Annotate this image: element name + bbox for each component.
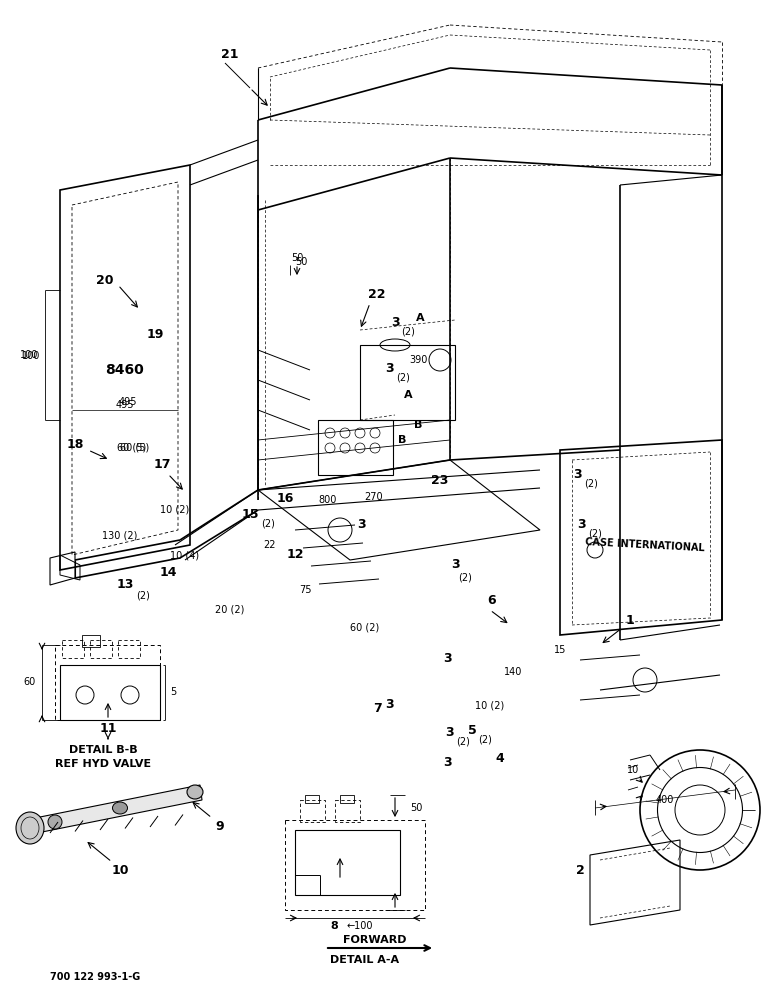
Text: 2: 2	[576, 863, 584, 876]
Text: 75: 75	[299, 585, 311, 595]
Text: CASE INTERNATIONAL: CASE INTERNATIONAL	[585, 537, 705, 553]
Text: 60 (2): 60 (2)	[350, 623, 380, 633]
Text: 6: 6	[488, 593, 496, 606]
Text: 3: 3	[444, 756, 452, 768]
Text: 20: 20	[96, 273, 113, 286]
Ellipse shape	[48, 815, 62, 829]
Text: 8: 8	[330, 921, 338, 931]
Text: 10 (4): 10 (4)	[171, 550, 200, 560]
Polygon shape	[25, 785, 202, 835]
Text: 19: 19	[147, 328, 164, 342]
Text: 1: 1	[625, 613, 635, 626]
Bar	[335, 800, 360, 822]
Text: 11: 11	[100, 722, 117, 734]
Text: 800: 800	[319, 495, 337, 505]
Bar	[118, 640, 140, 658]
Text: 270: 270	[364, 492, 384, 502]
Text: REF HYD VALVE: REF HYD VALVE	[55, 759, 151, 769]
Text: 100: 100	[19, 350, 38, 360]
Text: 12: 12	[286, 548, 303, 562]
Text: 21: 21	[222, 48, 239, 62]
Bar	[90, 640, 112, 658]
Text: (2): (2)	[588, 529, 602, 539]
Ellipse shape	[113, 802, 127, 814]
Text: (2): (2)	[401, 326, 415, 336]
Bar	[305, 795, 319, 803]
Text: FORWARD: FORWARD	[344, 935, 407, 945]
Bar	[62, 640, 84, 658]
Text: 3: 3	[451, 558, 459, 572]
Text: 60 (5): 60 (5)	[120, 443, 150, 453]
Text: 13: 13	[117, 578, 134, 591]
Text: DETAIL A-A: DETAIL A-A	[330, 955, 400, 965]
Text: 7: 7	[374, 702, 382, 714]
Text: (2): (2)	[584, 479, 598, 489]
Text: B: B	[398, 435, 406, 445]
Bar	[295, 830, 400, 895]
Text: 3: 3	[577, 518, 586, 532]
Text: 50: 50	[410, 803, 422, 813]
Text: 8460: 8460	[106, 363, 144, 377]
Text: 400: 400	[655, 795, 674, 805]
Text: (2): (2)	[396, 372, 410, 382]
Bar	[82, 635, 100, 647]
Bar	[340, 795, 354, 803]
Text: ←100: ←100	[347, 921, 373, 931]
Text: 20 (2): 20 (2)	[215, 605, 245, 615]
Text: 22: 22	[264, 540, 276, 550]
Text: 3: 3	[357, 518, 366, 532]
Text: 130 (2): 130 (2)	[103, 530, 137, 540]
Text: (2): (2)	[456, 736, 470, 746]
Bar	[300, 800, 325, 822]
Text: 3: 3	[391, 316, 399, 328]
Text: DETAIL B-B: DETAIL B-B	[69, 745, 137, 755]
Text: (2): (2)	[458, 573, 472, 583]
Text: 60: 60	[24, 677, 36, 687]
Text: 495: 495	[119, 397, 137, 407]
Text: (2): (2)	[136, 590, 150, 600]
Text: 10: 10	[111, 863, 129, 876]
Text: 140: 140	[504, 667, 522, 677]
Text: 23: 23	[432, 474, 449, 487]
Text: 495: 495	[116, 400, 134, 410]
Text: 3: 3	[574, 468, 582, 482]
Text: 390: 390	[409, 355, 427, 365]
Text: 100: 100	[22, 351, 40, 361]
Text: 15: 15	[241, 508, 259, 522]
Text: 700 122 993-1-G: 700 122 993-1-G	[50, 972, 141, 982]
Text: 3: 3	[444, 652, 452, 664]
Text: B: B	[414, 420, 422, 430]
Bar	[60, 665, 160, 720]
Text: 60 (5): 60 (5)	[117, 443, 147, 453]
Bar	[285, 820, 425, 910]
Text: 22: 22	[368, 288, 386, 302]
Bar	[360, 345, 455, 420]
Text: 18: 18	[66, 438, 83, 452]
Bar	[55, 645, 160, 720]
Text: A: A	[415, 313, 425, 323]
Ellipse shape	[187, 785, 203, 799]
Text: 10 (2): 10 (2)	[476, 700, 505, 710]
Bar	[318, 420, 393, 475]
Text: 3: 3	[386, 698, 394, 712]
Text: 3: 3	[386, 361, 394, 374]
Text: 9: 9	[215, 820, 225, 834]
Text: 50: 50	[295, 257, 307, 267]
Text: 4: 4	[496, 752, 504, 764]
Text: 10 (2): 10 (2)	[161, 505, 190, 515]
Text: A: A	[404, 390, 412, 400]
Text: 15: 15	[554, 645, 566, 655]
Text: (2): (2)	[478, 734, 492, 744]
Text: 10: 10	[627, 765, 639, 775]
Text: 16: 16	[276, 491, 293, 504]
Text: 17: 17	[154, 458, 171, 472]
Text: (2): (2)	[261, 519, 275, 529]
Ellipse shape	[16, 812, 44, 844]
Text: 5: 5	[468, 724, 476, 736]
Text: 3: 3	[445, 726, 454, 738]
Text: 14: 14	[159, 566, 177, 578]
Text: 5: 5	[170, 687, 176, 697]
Text: 50: 50	[291, 253, 303, 263]
